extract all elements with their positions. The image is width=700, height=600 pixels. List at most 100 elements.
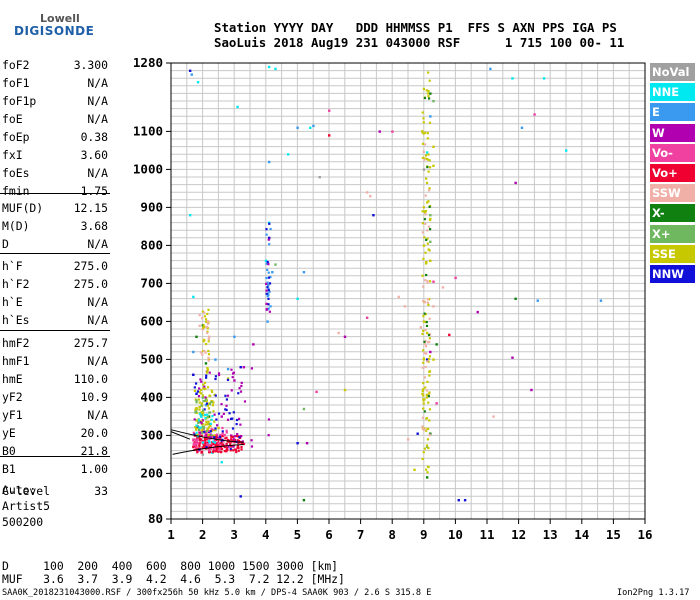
echo-trace-point: [422, 407, 425, 410]
echo-trace-point: [421, 131, 424, 134]
echo-trace-point: [428, 317, 431, 320]
echo-trace-point: [202, 324, 205, 327]
legend-item: Vo+: [650, 164, 695, 182]
param-row: fmin 1.75: [2, 184, 108, 202]
echo-trace-point: [208, 441, 211, 444]
echo-trace-point: [426, 201, 429, 204]
param-label: yF2: [2, 390, 23, 404]
echo-trace-point: [206, 413, 209, 416]
data-point: [220, 415, 223, 418]
echo-trace-point: [240, 435, 243, 438]
echo-trace-point: [194, 382, 198, 385]
echo-trace-point: [421, 332, 424, 336]
echo-trace-point: [422, 121, 425, 124]
echo-trace-point: [213, 413, 216, 416]
echo-trace-point: [426, 137, 429, 140]
echo-trace-point: [195, 411, 198, 415]
echo-trace-point: [219, 443, 222, 446]
data-point: [425, 476, 429, 479]
echo-trace-point: [427, 71, 430, 74]
x-tick-label: 16: [637, 527, 652, 542]
echo-trace-point: [201, 394, 205, 397]
echo-trace-point: [426, 132, 429, 135]
echo-trace-point: [204, 432, 207, 435]
data-point: [463, 499, 467, 502]
echo-trace-point: [201, 409, 205, 412]
echo-trace-point: [214, 427, 217, 430]
data-point: [188, 69, 192, 72]
y-tick-label: 400: [140, 389, 163, 404]
echo-trace-point: [220, 441, 223, 445]
param-separator: [0, 253, 110, 254]
echo-trace-point: [197, 394, 201, 398]
echo-trace-point: [427, 333, 431, 337]
param-label: fxI: [2, 148, 23, 162]
param-row: h`F 275.0: [2, 259, 108, 277]
echo-trace-point: [203, 438, 207, 442]
echo-trace-point: [217, 373, 221, 377]
data-point: [198, 405, 201, 409]
echo-trace-point: [197, 421, 200, 424]
legend-item: W: [650, 123, 695, 142]
echo-trace-point: [422, 132, 425, 135]
echo-trace-point: [229, 443, 232, 446]
data-point: [201, 328, 204, 331]
param-row: hmF2 275.7: [2, 336, 108, 354]
echo-trace-point: [207, 308, 210, 311]
data-point: [533, 113, 536, 116]
param-row: B0 21.8: [2, 444, 108, 462]
data-point: [422, 168, 426, 171]
echo-trace-point: [209, 435, 212, 439]
x-tick-label: 4: [262, 527, 270, 542]
echo-trace-point: [208, 449, 211, 452]
echo-trace-point: [226, 446, 229, 449]
echo-trace-point: [425, 417, 429, 420]
echo-trace-point: [237, 449, 240, 452]
echo-trace-point: [231, 417, 234, 420]
echo-trace-point: [214, 429, 217, 432]
echo-trace-point: [214, 450, 217, 453]
echo-trace-point: [427, 153, 430, 156]
data-point: [195, 335, 198, 338]
trace-extension-line: [170, 431, 191, 440]
echo-trace-point: [428, 408, 432, 411]
param-label: yE: [2, 426, 16, 440]
echo-trace-point: [213, 434, 216, 437]
echo-trace-point: [227, 445, 230, 448]
echo-trace-point: [226, 448, 229, 451]
echo-trace-point: [200, 451, 203, 454]
echo-trace-point: [238, 387, 241, 390]
param-separator: [0, 456, 110, 457]
echo-trace-point: [217, 442, 220, 445]
y-tick-label: 300: [140, 427, 163, 442]
echo-trace-point: [267, 434, 270, 437]
data-point: [542, 77, 546, 80]
data-point: [312, 124, 315, 128]
echo-trace-point: [266, 268, 269, 271]
echo-trace-point: [427, 225, 431, 228]
data-point: [429, 214, 432, 217]
echo-trace-point: [421, 156, 425, 159]
y-tick-label: 80: [148, 511, 163, 526]
param-value: 33: [94, 484, 108, 498]
echo-trace-point: [428, 187, 431, 190]
echo-trace-point: [206, 368, 209, 371]
data-point: [305, 442, 309, 445]
echo-trace-point: [229, 417, 233, 420]
echo-trace-point: [422, 150, 425, 153]
echo-trace-point: [425, 396, 428, 399]
x-tick-label: 10: [448, 527, 463, 542]
echo-trace-point: [236, 433, 239, 436]
echo-trace-point: [209, 422, 213, 425]
echo-trace-point: [210, 434, 213, 437]
y-tick-label: 700: [140, 275, 163, 290]
echo-trace-point: [428, 355, 432, 358]
echo-trace-point: [206, 312, 209, 316]
echo-trace-point: [425, 181, 429, 185]
data-point: [429, 240, 432, 243]
echo-trace-point: [421, 425, 424, 428]
echo-trace-point: [425, 429, 428, 432]
echo-trace-point: [212, 449, 215, 452]
echo-trace-point: [428, 121, 432, 124]
